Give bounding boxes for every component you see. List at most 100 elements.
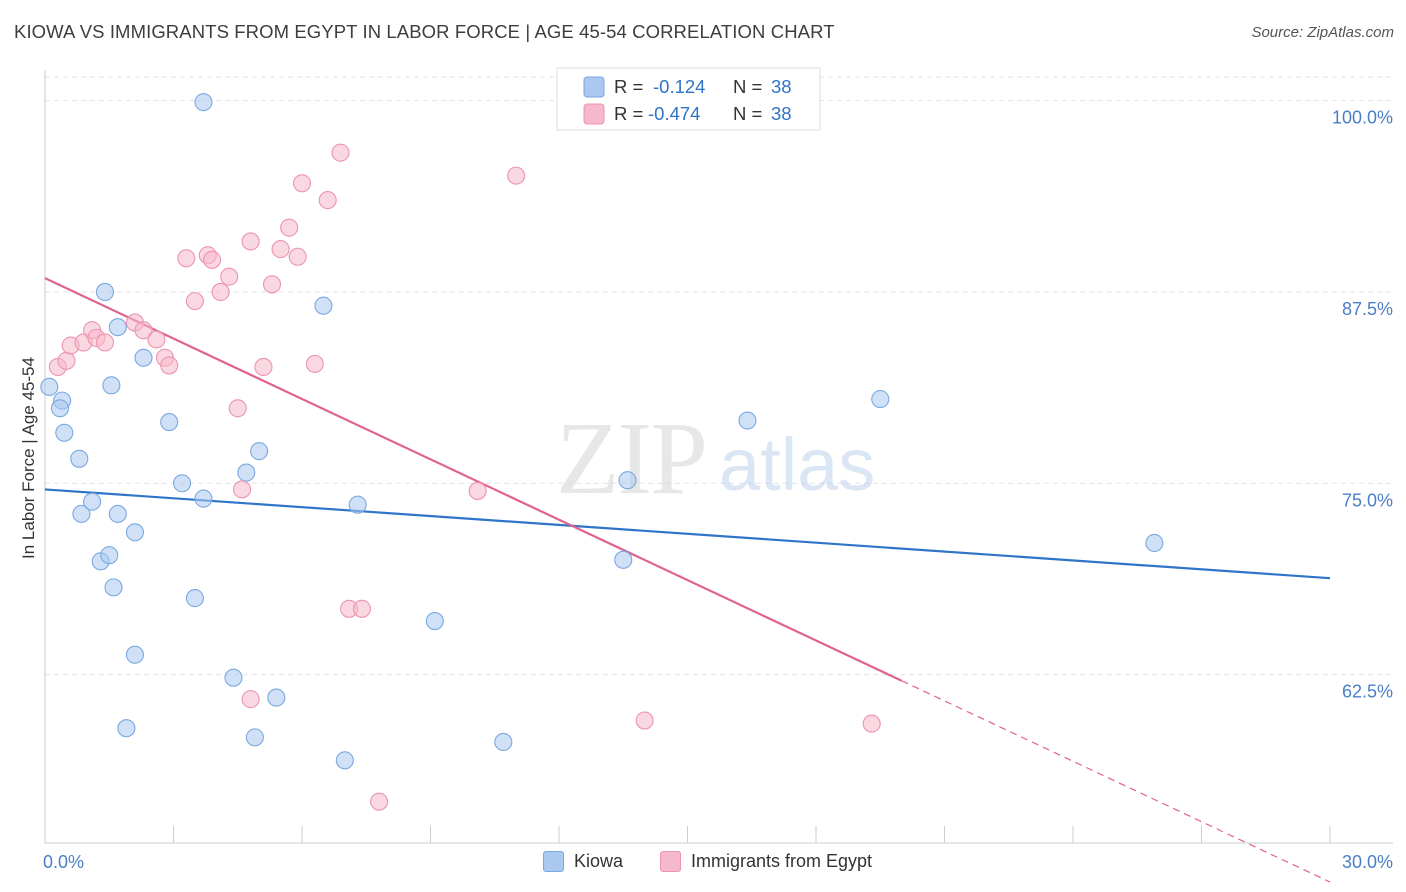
point-kiowa	[494, 732, 513, 752]
legend-item-kiowa: Kiowa	[543, 851, 623, 872]
point-egypt	[280, 218, 299, 237]
point-egypt	[220, 267, 239, 286]
point-kiowa	[125, 645, 144, 664]
point-egypt	[468, 481, 487, 500]
point-kiowa	[185, 589, 204, 608]
source-label: Source: ZipAtlas.com	[1251, 24, 1394, 41]
point-kiowa	[250, 442, 269, 461]
trend-line-kiowa	[44, 488, 1331, 580]
point-kiowa	[614, 550, 633, 569]
point-egypt	[57, 351, 76, 370]
x-tick-label-min: 0.0%	[43, 852, 84, 872]
point-egypt	[185, 292, 204, 311]
point-kiowa	[237, 463, 256, 482]
point-egypt	[177, 249, 196, 268]
point-egypt	[228, 399, 247, 418]
point-kiowa	[194, 93, 213, 112]
bottom-legend: Kiowa Immigrants from Egypt	[0, 851, 1406, 879]
legend-swatch-blue	[583, 76, 605, 98]
legend-n-value-pink: 38	[771, 103, 792, 124]
chart-title: KIOWA VS IMMIGRANTS FROM EGYPT IN LABOR …	[14, 21, 835, 42]
point-kiowa	[55, 423, 74, 442]
point-egypt	[134, 321, 153, 340]
point-kiowa	[134, 348, 153, 367]
point-kiowa	[267, 688, 286, 707]
point-egypt	[241, 232, 260, 251]
point-kiowa	[104, 578, 123, 597]
y-tick-label: 87.5%	[1342, 299, 1393, 319]
legend-r-value-blue: -0.124	[653, 76, 705, 97]
point-egypt	[254, 357, 273, 377]
point-egypt	[95, 333, 115, 352]
axes: 62.5% 75.0% 87.5% 100.0%	[44, 70, 1393, 844]
point-egypt	[232, 480, 252, 499]
legend-n-label-pink: N =	[733, 103, 762, 124]
watermark: ZIP atlas	[556, 401, 875, 516]
point-egypt	[352, 599, 372, 618]
legend-box: R = -0.124 N = 38 R = -0.474 N = 38	[556, 67, 821, 131]
point-kiowa	[173, 474, 192, 493]
point-egypt	[305, 354, 324, 373]
point-egypt	[862, 714, 881, 733]
point-kiowa	[335, 751, 354, 770]
legend-n-label-blue: N =	[733, 76, 762, 97]
grid-lines	[45, 76, 1393, 676]
y-tick-label: 100.0%	[1332, 108, 1393, 128]
point-egypt	[271, 240, 290, 259]
point-kiowa	[425, 611, 444, 631]
point-kiowa	[125, 523, 144, 542]
trend-line-egypt	[44, 277, 903, 682]
point-kiowa	[871, 390, 890, 409]
trend-lines	[44, 277, 1331, 883]
point-egypt	[370, 792, 389, 811]
watermark-atlas: atlas	[719, 423, 875, 506]
x-tick-label-max: 30.0%	[1342, 852, 1393, 872]
y-axis-label: In Labor Force | Age 45-54	[19, 357, 38, 559]
point-egypt	[507, 166, 526, 185]
point-egypt	[635, 711, 654, 730]
point-kiowa	[108, 504, 127, 523]
point-kiowa	[108, 318, 127, 337]
legend-r-value-pink: -0.474	[648, 103, 700, 124]
legend-n-value-blue: 38	[771, 76, 792, 97]
point-kiowa	[70, 449, 89, 468]
point-kiowa	[83, 492, 102, 511]
point-kiowa	[72, 504, 91, 523]
y-tick-label: 75.0%	[1342, 490, 1393, 510]
point-egypt	[211, 282, 230, 302]
point-kiowa	[738, 411, 757, 430]
point-kiowa	[117, 719, 136, 738]
point-egypt	[292, 174, 312, 193]
point-egypt	[318, 191, 337, 210]
point-kiowa	[245, 728, 264, 747]
point-kiowa	[40, 377, 59, 396]
point-egypt	[262, 275, 282, 294]
legend-label-kiowa: Kiowa	[574, 851, 624, 871]
watermark-zip: ZIP	[556, 401, 706, 516]
point-kiowa	[224, 668, 243, 687]
legend-swatch-kiowa	[543, 851, 564, 872]
legend-r-label-pink: R =	[614, 103, 643, 124]
point-kiowa	[348, 495, 367, 514]
point-kiowa	[1145, 533, 1164, 553]
legend-r-label-blue: R =	[614, 76, 643, 97]
point-kiowa	[314, 296, 333, 315]
point-kiowa	[160, 413, 179, 432]
data-points	[40, 93, 1164, 811]
point-egypt	[331, 143, 350, 162]
point-egypt	[147, 330, 166, 349]
point-egypt	[288, 247, 307, 266]
point-kiowa	[100, 546, 119, 565]
point-kiowa	[618, 471, 637, 490]
legend-swatch-egypt	[660, 851, 681, 872]
point-egypt	[241, 690, 260, 709]
y-tick-label: 62.5%	[1342, 682, 1393, 702]
legend-label-egypt: Immigrants from Egypt	[691, 851, 873, 871]
trend-extension-egypt	[901, 680, 1331, 883]
legend-swatch-pink	[583, 103, 605, 125]
point-kiowa	[102, 376, 121, 395]
point-kiowa	[50, 399, 70, 418]
point-kiowa	[95, 282, 115, 302]
point-egypt	[160, 356, 179, 375]
legend-item-egypt: Immigrants from Egypt	[660, 851, 872, 872]
